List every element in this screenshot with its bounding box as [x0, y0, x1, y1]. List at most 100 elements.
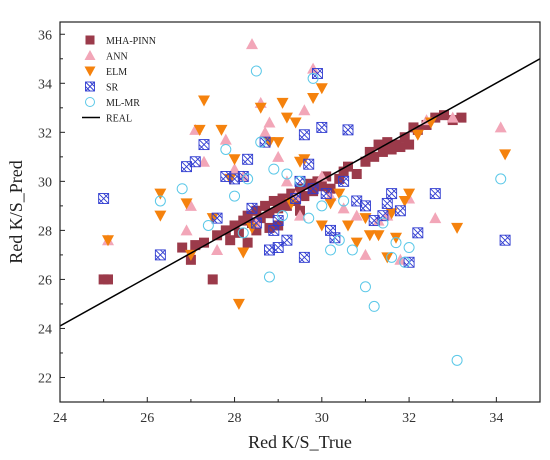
- point-3-5: [211, 212, 223, 224]
- point-0-9-shape: [225, 235, 236, 246]
- point-1-31: [446, 111, 459, 123]
- point-2-34: [385, 208, 398, 220]
- point-4-26-shape: [237, 227, 249, 239]
- point-3-4-cross: [198, 139, 210, 150]
- point-4-9: [268, 163, 280, 175]
- point-0-37-shape: [360, 156, 371, 167]
- point-3-11-cross: [259, 136, 271, 148]
- point-3-34: [412, 227, 424, 239]
- point-2-14: [254, 102, 267, 114]
- point-4-19-shape: [377, 217, 389, 229]
- point-2-10: [228, 154, 241, 166]
- point-4-20-shape: [390, 237, 402, 249]
- point-4-29: [303, 212, 315, 224]
- point-2-35: [390, 232, 402, 244]
- point-2-14-shape: [254, 102, 267, 114]
- point-3-30: [377, 210, 389, 222]
- point-2-23: [307, 93, 320, 104]
- point-4-25: [277, 210, 289, 222]
- point-0-26-shape: [299, 191, 310, 202]
- point-2-30: [359, 213, 372, 225]
- point-4-23-shape: [451, 354, 463, 366]
- point-3-17: [298, 129, 310, 141]
- point-0-20-shape: [273, 203, 284, 214]
- point-0-26: [299, 191, 310, 202]
- point-0-45: [395, 142, 406, 153]
- point-3-35: [429, 188, 441, 200]
- point-0-37: [360, 156, 371, 167]
- point-3-16-cross: [294, 176, 306, 187]
- point-4-13-shape: [316, 200, 328, 212]
- point-0-1-shape: [103, 274, 113, 285]
- point-2-5: [193, 124, 206, 136]
- point-2-40-shape: [451, 222, 464, 234]
- point-1-6: [219, 133, 232, 145]
- point-0-45-shape: [395, 142, 406, 153]
- point-4-21: [399, 256, 411, 268]
- point-3-9: [242, 153, 254, 165]
- point-0-42-shape: [382, 137, 393, 148]
- point-0-31: [321, 171, 332, 182]
- point-0-8: [220, 225, 231, 236]
- point-0-19: [268, 195, 279, 206]
- point-0-55: [251, 225, 262, 236]
- point-0-52-shape: [439, 110, 449, 121]
- point-3-37-cross: [381, 198, 393, 209]
- point-4-18-shape: [368, 300, 380, 312]
- point-3-28: [360, 200, 371, 212]
- point-0-15-shape: [251, 205, 262, 216]
- point-3-4: [198, 139, 210, 151]
- point-3-10: [250, 217, 262, 229]
- x-tick-label-2: 28: [228, 411, 242, 426]
- point-1-30: [429, 212, 442, 224]
- point-4-18: [368, 300, 380, 312]
- point-0-25-shape: [295, 183, 305, 194]
- plot-frame: [59, 21, 541, 403]
- y-tick-label-3: 28: [38, 224, 52, 239]
- point-4-21-shape: [399, 256, 411, 268]
- point-4-17: [359, 281, 371, 293]
- point-2-5-shape: [193, 124, 206, 136]
- point-0-11: [233, 227, 244, 238]
- point-0-58-shape: [264, 222, 275, 233]
- point-2-0: [102, 235, 114, 247]
- point-0-13-shape: [242, 210, 253, 221]
- point-2-17: [276, 97, 289, 109]
- point-4-20: [390, 237, 402, 249]
- point-2-26: [324, 198, 337, 210]
- point-2-28-shape: [342, 220, 354, 232]
- point-0-42: [382, 137, 393, 148]
- legend-marker-1: [84, 50, 96, 60]
- point-4-19: [377, 217, 389, 229]
- point-4-25-shape: [277, 210, 289, 222]
- point-3-18: [303, 158, 315, 170]
- point-2-16-shape: [272, 137, 285, 149]
- point-0-13: [242, 210, 253, 221]
- point-2-40: [451, 222, 464, 234]
- point-3-15: [290, 193, 302, 204]
- point-1-18: [298, 104, 311, 116]
- point-4-10-shape: [281, 168, 293, 180]
- y-tick-label-6: 34: [38, 77, 52, 92]
- point-1-2-shape: [184, 199, 197, 211]
- legend-marker-1-shape: [84, 50, 96, 60]
- point-1-12: [259, 126, 272, 138]
- point-0-46-shape: [399, 132, 410, 143]
- point-3-20-cross: [312, 68, 323, 79]
- point-0-47-shape: [404, 139, 415, 150]
- point-3-2-cross: [181, 161, 192, 172]
- point-0-6: [207, 274, 218, 285]
- point-0-17-shape: [260, 200, 271, 211]
- point-3-40: [264, 244, 275, 256]
- point-0-10: [229, 220, 240, 231]
- point-2-36: [398, 195, 411, 207]
- point-3-31: [386, 188, 398, 200]
- point-3-39-cross: [246, 203, 258, 214]
- point-1-15: [280, 175, 293, 187]
- point-1-22-shape: [337, 202, 350, 214]
- point-2-6-shape: [198, 95, 210, 107]
- point-3-18-cross: [303, 158, 315, 170]
- y-tick-label-1: 24: [38, 322, 52, 337]
- series-ml-mr: [154, 65, 507, 366]
- point-0-17: [260, 200, 271, 211]
